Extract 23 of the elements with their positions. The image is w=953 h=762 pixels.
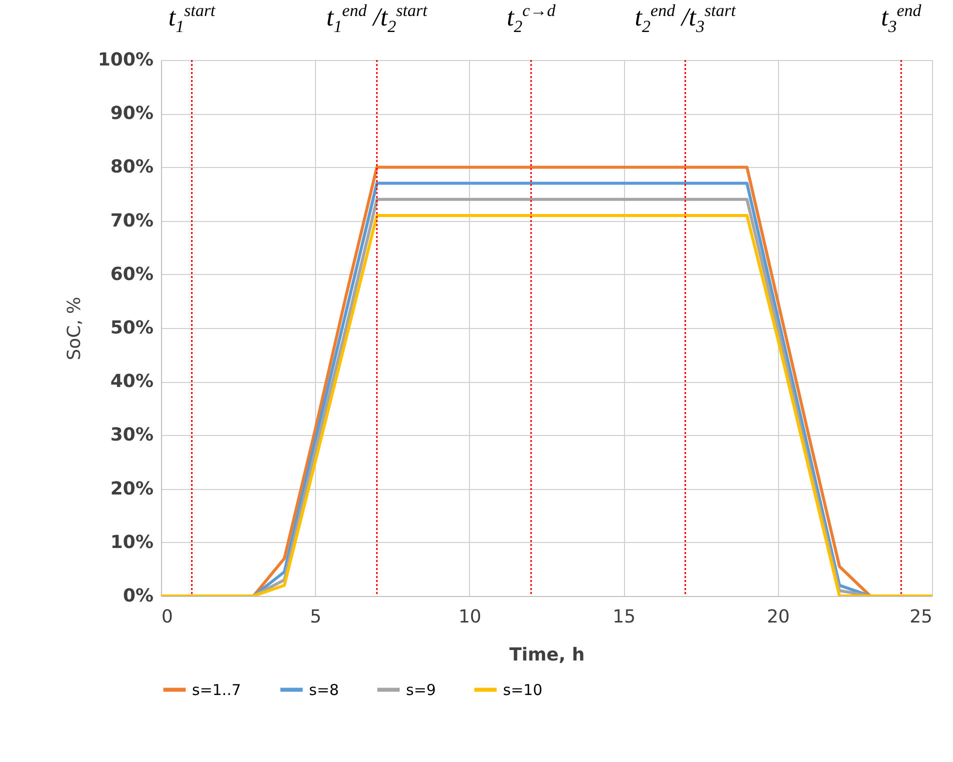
x-tick-label: 10 xyxy=(458,606,482,628)
y-tick-label: 80% xyxy=(110,156,154,178)
y-tick-label: 10% xyxy=(110,532,154,553)
y-tick-label: 50% xyxy=(110,318,154,338)
legend-label: s=9 xyxy=(406,680,436,699)
legend-label: s=10 xyxy=(503,680,542,699)
x-tick-label: 0 xyxy=(162,606,173,628)
x-axis-title: Time, h xyxy=(509,644,585,666)
y-tick-label: 40% xyxy=(110,371,154,392)
legend-label: s=1..7 xyxy=(192,680,242,699)
y-tick-label: 90% xyxy=(110,103,154,124)
y-tick-label: 60% xyxy=(110,264,154,285)
y-tick-label: 20% xyxy=(110,478,154,500)
y-tick-label: 30% xyxy=(110,424,154,446)
x-tick-label: 15 xyxy=(612,606,636,628)
y-tick-label: 70% xyxy=(110,210,154,232)
y-tick-label: 100% xyxy=(98,50,154,70)
x-tick-label: 25 xyxy=(910,606,932,628)
x-tick-label: 20 xyxy=(766,606,790,628)
legend-label: s=8 xyxy=(309,680,339,699)
y-tick-label: 0% xyxy=(122,586,154,606)
x-tick-label: 5 xyxy=(310,606,322,628)
y-axis-title: SoC, % xyxy=(64,296,85,360)
